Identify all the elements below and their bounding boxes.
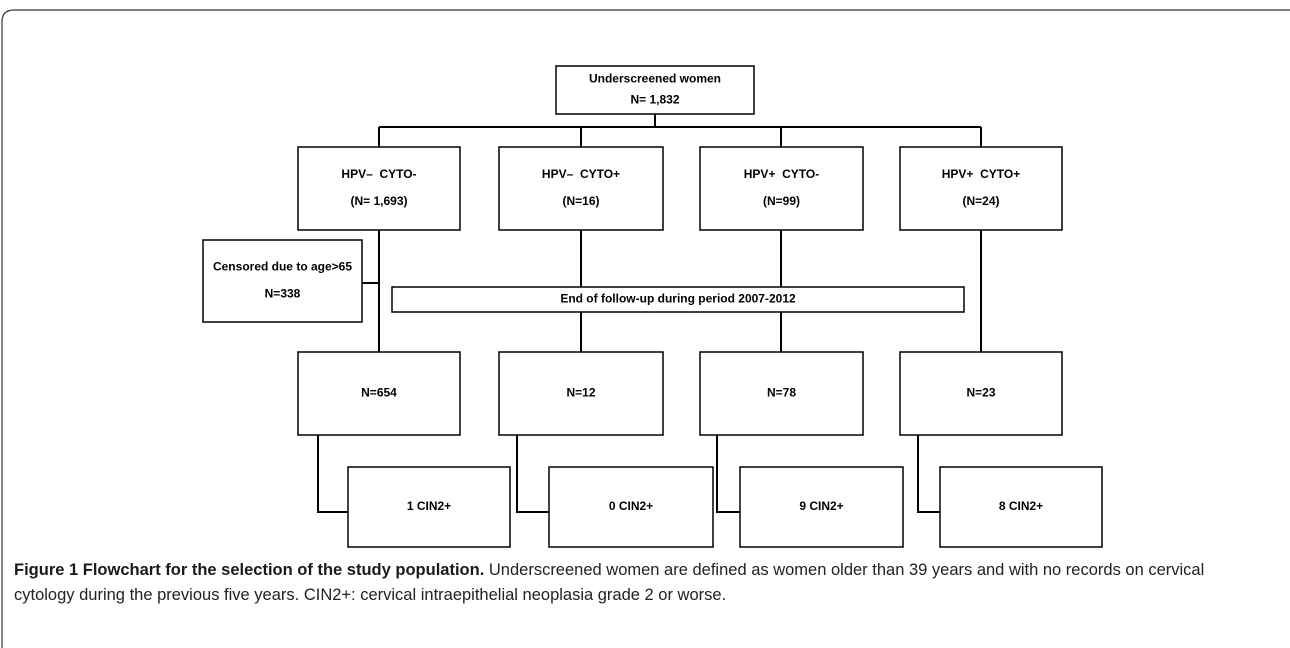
flow-box [699,146,864,231]
box-label: HPV– CYTO- [341,167,416,181]
flow-box [297,351,461,436]
flow-box [391,286,965,313]
box-label: N=23 [966,386,995,400]
box-label: Underscreened women [589,72,721,86]
box-label: HPV– CYTO+ [542,167,620,181]
figure-border [1,9,1290,648]
flow-box [498,146,664,231]
box-label: N=338 [265,287,301,301]
caption-label: Figure 1 Flowchart for the selection of … [14,561,485,579]
flow-box [297,146,461,231]
box-label: End of follow-up during period 2007-2012 [560,292,796,306]
box-label: (N=99) [763,194,800,208]
box-label: N=654 [361,386,397,400]
boxes: Underscreened women N= 1,832 HPV– CYTO- (N=… [202,65,1103,548]
caption: Figure 1 Flowchart for the selection of … [14,558,1264,608]
flow-box [498,351,664,436]
box-label: 1 CIN2+ [407,499,451,513]
box-label: N=12 [566,386,595,400]
box-label: N=78 [767,386,796,400]
box-label: 0 CIN2+ [609,499,653,513]
flow-box [548,466,714,548]
flow-box [555,65,755,115]
flow-box [739,466,904,548]
box-label: N= 1,832 [630,93,679,107]
box-label: HPV+ CYTO- [744,167,819,181]
box-label: (N=16) [562,194,599,208]
box-label: (N=24) [962,194,999,208]
connectors [317,114,982,513]
box-label: 8 CIN2+ [999,499,1043,513]
caption-text: Underscreened women are defined as women… [14,561,1205,604]
box-label: HPV+ CYTO+ [942,167,1020,181]
flow-box [699,351,864,436]
box-label: Censored due to age>65 [213,260,352,274]
flow-box [347,466,511,548]
flow-box [939,466,1103,548]
flow-box [202,239,363,323]
flow-box [899,351,1063,436]
flow-box [899,146,1063,231]
box-label: 9 CIN2+ [799,499,843,513]
box-label: (N= 1,693) [350,194,407,208]
